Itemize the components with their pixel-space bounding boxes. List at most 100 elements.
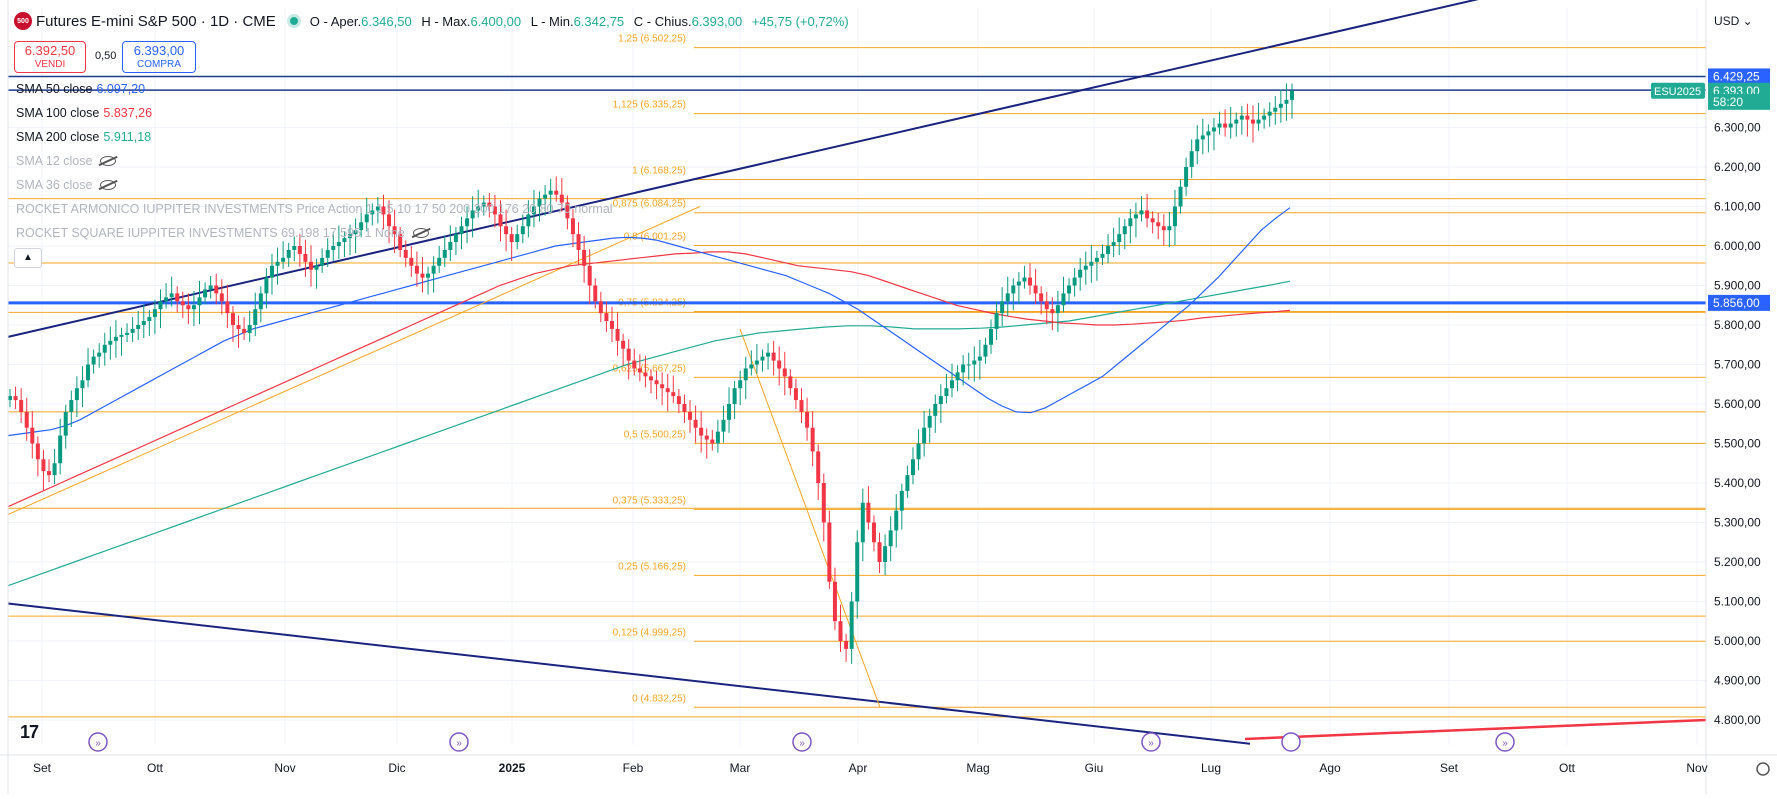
indicator-rocket-armonico[interactable]: ROCKET ARMONICO IUPPITER INVESTMENTS Pri… [16,202,613,216]
sell-button[interactable]: 6.392,50 VENDI [14,41,86,73]
candle-body [465,218,470,227]
candle-body [972,360,977,365]
candle-body [576,234,581,250]
indicator-rocket-square[interactable]: ROCKET SQUARE IUPPITER INVESTMENTS 69.19… [16,226,429,240]
candle-body [1033,285,1038,294]
candle-body [537,198,542,207]
candle-body [832,581,837,622]
settings-gear-icon [1756,762,1770,776]
candle-body [152,309,157,318]
candle-body [398,234,403,250]
candle-body [320,257,325,266]
candle-body [682,404,687,412]
candle-body [348,234,353,239]
price-tick-label: 6.300,00 [1714,121,1761,135]
candle-body [922,427,927,444]
event-marker-icon [88,732,108,752]
candle-body [743,368,748,381]
event-marker-glyph: » [95,738,101,749]
candle-body [816,451,821,483]
indicator-label: ROCKET SQUARE IUPPITER INVESTMENTS 69.19… [16,226,405,240]
indicator-sma36[interactable]: SMA 36 close [16,178,117,192]
symbol-badge[interactable]: 500 [14,12,32,30]
price-label-badge [1708,93,1770,110]
candle-body [453,234,458,243]
candle-body [476,206,481,211]
candle-body [749,364,754,369]
currency-selector[interactable]: USD ⌄ [1714,14,1753,28]
candle-body [331,246,336,250]
price-tick-label: 5.500,00 [1714,437,1761,451]
candle-body [8,396,12,401]
candle-body [977,356,982,361]
candle-body [1094,257,1099,262]
market-status-dot [289,17,298,25]
candle-body [899,490,904,511]
eye-hidden-icon[interactable] [100,156,117,166]
candle-body [1172,206,1177,227]
candle-body [916,443,921,460]
candle-body [732,388,737,404]
candle-body [387,214,392,227]
candle-body [1256,119,1261,124]
indicator-sma50[interactable]: SMA 50 close 6.097,20 [16,82,145,96]
candle-body [660,384,665,389]
event-marker-icon [792,732,812,752]
candle-body [888,530,893,547]
orange-fib-leg [739,328,881,708]
candle-body [141,321,146,325]
candle-body [1228,123,1233,128]
candle-body [582,249,587,266]
time-tick-label: Apr [849,761,868,775]
fib-level-label: 0,5 (5.500,25) [624,429,686,440]
candle-body [41,459,46,472]
price-tick-label: 5.800,00 [1714,318,1761,332]
candle-body [632,360,637,369]
candle-body [225,301,230,314]
candle-body [1290,90,1294,100]
candle-body [169,293,174,298]
tradingview-logo: 17 [20,722,39,742]
candle-body [777,360,782,369]
price-tick-label: 6.200,00 [1714,160,1761,174]
indicator-value: 5.837,26 [103,106,153,120]
candle-body [587,265,592,286]
eye-hidden-icon[interactable] [412,228,429,238]
candle-body [58,435,63,464]
candle-body [180,301,185,306]
candle-body [565,202,570,219]
candle-body [1150,218,1155,223]
candle-body [1072,277,1077,286]
time-tick-label: Nov [1686,761,1707,775]
candle-body [710,439,715,444]
candle-body [621,340,626,349]
indicator-label: ROCKET ARMONICO IUPPITER INVESTMENTS Pri… [16,202,613,216]
sell-price: 6.392,50 [24,43,76,58]
eye-hidden-icon[interactable] [100,180,117,190]
currency-label: USD [1714,14,1740,28]
candle-body [370,210,375,215]
collapse-legend-button[interactable]: ▲ [14,248,42,268]
candle-body [247,325,252,333]
buy-button[interactable]: 6.393,00 COMPRA [122,41,196,73]
candle-body [1083,265,1088,270]
symbol-title[interactable]: Futures E-mini S&P 500 · 1D · CME [36,12,276,30]
candle-body [933,404,938,416]
candle-body [47,471,52,476]
indicator-sma100[interactable]: SMA 100 close 5.837,26 [16,106,152,120]
candle-body [108,340,113,345]
candle-body [364,214,369,223]
time-tick-label: Ago [1319,761,1341,775]
candle-body [1011,285,1016,294]
indicator-sma200[interactable]: SMA 200 close 5.911,18 [16,130,151,144]
candle-body [269,265,274,278]
candle-body [236,325,241,329]
red-trendline [1244,718,1707,741]
indicator-sma12[interactable]: SMA 12 close [16,154,117,168]
indicator-label: SMA 100 close [16,106,100,120]
fib-level-label: 0,875 (6.084,25) [613,199,686,210]
candle-body [849,601,854,649]
candle-body [1078,269,1083,278]
candle-body [609,321,614,329]
